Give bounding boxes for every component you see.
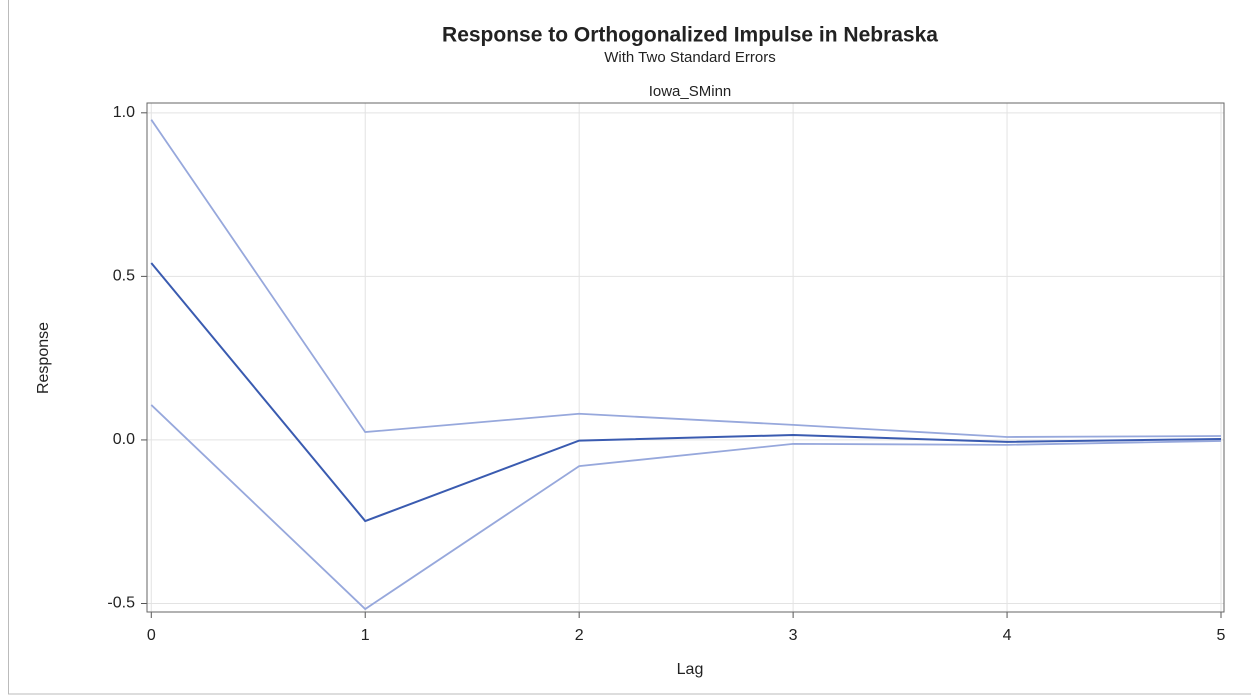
y-tick-label: 0.0 — [113, 431, 135, 448]
series-line — [150, 404, 1222, 611]
series-line — [150, 262, 1222, 523]
y-axis-label: Response — [35, 322, 52, 394]
y-tick-label: -0.5 — [107, 595, 135, 612]
panel-label: Iowa_SMinn — [649, 83, 732, 100]
x-tick-label: 4 — [1003, 627, 1012, 644]
x-tick-label: 3 — [789, 627, 798, 644]
chart-title: Response to Orthogonalized Impulse in Ne… — [442, 24, 938, 47]
x-tick-label: 2 — [575, 627, 584, 644]
x-tick-label: 0 — [147, 627, 156, 644]
y-tick-label: 1.0 — [113, 104, 135, 121]
chart-subtitle: With Two Standard Errors — [604, 49, 775, 66]
plot-frame — [146, 102, 1225, 613]
y-tick-label: 0.5 — [113, 268, 135, 285]
page-border — [8, 0, 1251, 695]
x-tick-label: 1 — [361, 627, 370, 644]
series-line — [150, 119, 1222, 438]
x-tick-label: 5 — [1217, 627, 1226, 644]
x-axis-label: Lag — [677, 661, 704, 678]
